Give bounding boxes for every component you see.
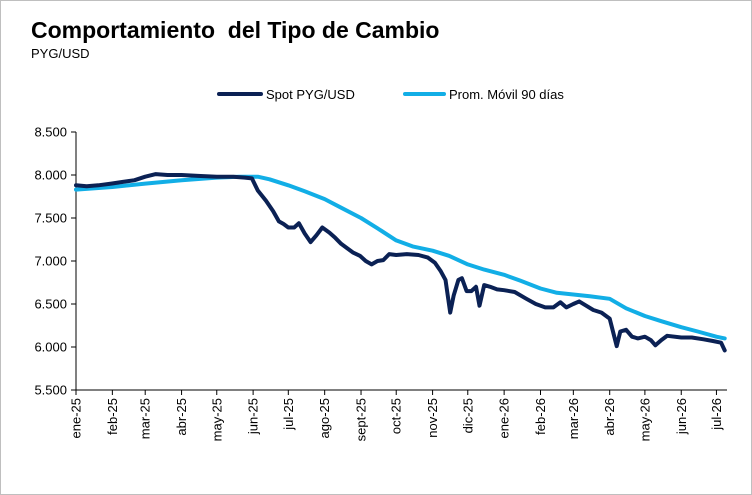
- y-tick-label: 7.000: [34, 254, 67, 269]
- y-tick-label: 8.500: [34, 125, 67, 140]
- x-tick-label: ago-25: [317, 398, 332, 438]
- y-tick-label: 8.000: [34, 168, 67, 183]
- x-tick-label: jul-26: [709, 398, 724, 431]
- y-tick-label: 7.500: [34, 211, 67, 226]
- x-tick-label: ene-25: [69, 398, 84, 438]
- x-tick-label: jun-26: [674, 398, 689, 435]
- x-tick-label: jul-25: [281, 398, 296, 431]
- x-tick-label: may-25: [209, 398, 224, 441]
- x-tick-label: abr-26: [602, 398, 617, 436]
- chart-subtitle: PYG/USD: [31, 46, 90, 61]
- series-line-moving-average: [74, 174, 727, 341]
- x-tick-label: may-26: [637, 398, 652, 441]
- x-tick-label: nov-25: [425, 398, 440, 438]
- x-tick-label: mar-25: [138, 398, 153, 439]
- x-tick-label: sept-25: [354, 398, 369, 441]
- series-line-spot: [74, 172, 727, 353]
- y-tick-label: 6.000: [34, 340, 67, 355]
- x-tick-label: jun-25: [246, 398, 261, 435]
- x-tick-label: abr-25: [174, 398, 189, 436]
- x-tick-label: dic-25: [460, 398, 475, 433]
- x-tick-label: ene-26: [497, 398, 512, 438]
- x-tick-label: feb-26: [533, 398, 548, 435]
- legend-label: Prom. Móvil 90 días: [449, 87, 564, 102]
- legend-label: Spot PYG/USD: [266, 87, 355, 102]
- chart-title: Comportamiento del Tipo de Cambio: [31, 17, 440, 43]
- y-tick-label: 5.500: [34, 383, 67, 398]
- x-tick-label: mar-26: [566, 398, 581, 439]
- x-tick-label: oct-25: [389, 398, 404, 434]
- y-tick-label: 6.500: [34, 297, 67, 312]
- x-tick-label: feb-25: [105, 398, 120, 435]
